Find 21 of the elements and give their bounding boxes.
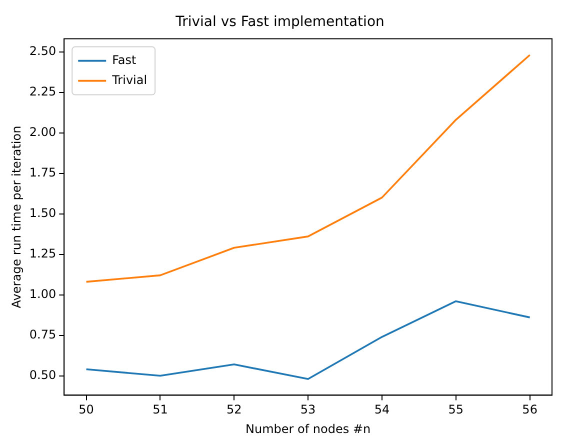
y-tick-label: 1.00 — [29, 286, 56, 301]
legend-label: Trivial — [111, 72, 148, 87]
y-tick-label: 2.50 — [29, 44, 56, 58]
y-tick-label: 2.25 — [29, 84, 56, 98]
y-tick-label: 1.75 — [29, 165, 56, 180]
y-tick-label: 2.00 — [29, 124, 56, 139]
x-tick-label: 51 — [152, 402, 168, 417]
x-tick-label: 52 — [226, 402, 242, 417]
y-tick-label: 0.75 — [29, 327, 56, 342]
x-tick-label: 54 — [374, 402, 390, 417]
x-tick-label: 56 — [522, 402, 538, 417]
y-axis-title: Average run time per iteration — [9, 126, 24, 308]
x-tick-label: 50 — [78, 402, 94, 417]
x-tick-label: 53 — [300, 402, 316, 417]
y-tick-label: 0.50 — [29, 368, 56, 382]
y-tick-label: 1.25 — [29, 246, 56, 260]
x-axis-title: Number of nodes #n — [246, 422, 371, 436]
x-tick-label: 55 — [448, 402, 464, 417]
y-tick-label: 1.50 — [29, 206, 56, 220]
chart-title: Trivial vs Fast implementation — [174, 14, 384, 30]
legend-label: Fast — [112, 52, 137, 67]
